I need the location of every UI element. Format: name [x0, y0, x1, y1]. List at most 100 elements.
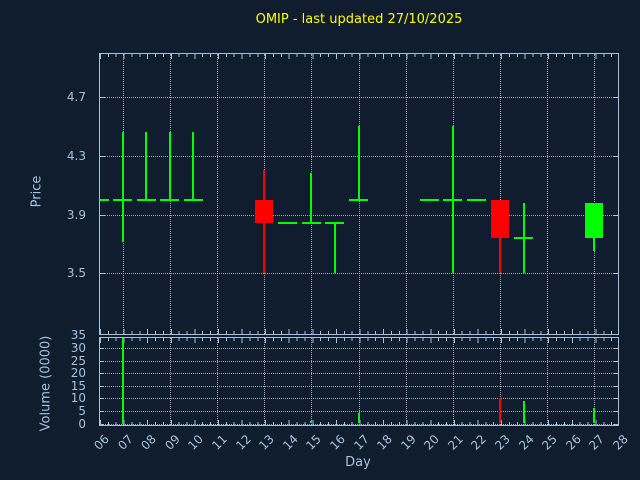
day-gridline — [500, 338, 502, 425]
candle-wick-day-10 — [192, 132, 195, 200]
chart-title: OMIP - last updated 27/10/2025 — [255, 12, 463, 27]
volume-tick — [614, 423, 618, 425]
day-tick-label: 23 — [492, 432, 513, 453]
day-tick-label: 20 — [421, 432, 443, 453]
candle-wick-day-16 — [333, 223, 336, 274]
volume-panel — [99, 337, 619, 426]
volume-tick — [100, 423, 104, 425]
day-tick-label: 11 — [209, 432, 230, 453]
volume-tick-label: 5 — [78, 403, 86, 418]
volume-tick — [100, 347, 104, 349]
day-axis-label: Day — [345, 455, 371, 470]
day-tick-label: 27 — [586, 432, 608, 453]
candle-day-16 — [325, 222, 345, 225]
day-tick-label: 06 — [91, 432, 112, 453]
price-tick — [613, 155, 618, 157]
candle-day-20 — [419, 198, 439, 201]
candle-day-6 — [100, 198, 109, 201]
day-tick-label: 21 — [445, 432, 466, 453]
volume-tick — [614, 373, 618, 375]
volume-tick — [614, 410, 618, 412]
volume-tick — [100, 360, 104, 362]
volume-tick-label: 10 — [70, 391, 86, 406]
x-major-ticks — [100, 54, 618, 59]
volume-tick — [614, 360, 618, 362]
candle-wick-day-17 — [357, 126, 360, 200]
day-gridline — [594, 54, 596, 334]
day-tick-label: 14 — [279, 432, 301, 453]
volume-bar-day-17 — [357, 413, 360, 424]
price-panel — [99, 53, 619, 335]
volume-bar-day-24 — [522, 400, 525, 424]
price-tick — [100, 214, 105, 216]
day-tick-label: 24 — [515, 432, 537, 453]
price-tick-label: 3.9 — [66, 207, 86, 222]
volume-bar-day-27 — [593, 408, 596, 424]
candle-wick-day-7 — [121, 132, 124, 243]
day-tick-label: 25 — [539, 432, 561, 453]
day-tick-label: 13 — [256, 432, 278, 453]
volume-tick-label: 15 — [70, 378, 86, 393]
candle-day-24 — [514, 236, 534, 239]
volume-tick — [100, 385, 104, 387]
day-gridline — [547, 338, 549, 425]
day-gridline — [452, 338, 454, 425]
volume-bar-day-7 — [121, 338, 124, 424]
candle-day-13 — [255, 199, 274, 224]
day-tick-label: 28 — [610, 432, 631, 453]
x-major-ticks — [100, 338, 618, 343]
candle-wick-day-9 — [168, 132, 171, 200]
price-axis-label: Price — [29, 175, 45, 208]
day-tick-label: 10 — [185, 432, 207, 453]
volume-tick-label: 0 — [78, 416, 86, 431]
volume-tick — [614, 385, 618, 387]
day-tick-label: 26 — [563, 432, 584, 453]
day-gridline — [264, 338, 266, 425]
day-gridline — [311, 338, 313, 425]
candle-day-9 — [160, 198, 180, 201]
price-tick — [100, 97, 105, 99]
candle-day-23 — [491, 199, 510, 238]
candle-day-10 — [183, 198, 203, 201]
price-tick — [613, 97, 618, 99]
day-gridline — [216, 338, 218, 425]
candle-day-15 — [301, 222, 321, 225]
volume-tick-label: 30 — [70, 340, 86, 355]
day-tick-label: 12 — [232, 432, 254, 453]
volume-tick-label: 35 — [70, 328, 86, 343]
day-gridline — [358, 338, 360, 425]
x-major-ticks — [100, 329, 618, 334]
price-tick-label: 3.5 — [66, 266, 86, 281]
day-gridline — [547, 54, 549, 334]
day-gridline — [169, 338, 171, 425]
candle-day-14 — [278, 222, 298, 225]
day-tick-label: 22 — [468, 432, 490, 453]
price-tick-label: 4.7 — [66, 90, 86, 105]
day-gridline — [594, 338, 596, 425]
price-tick — [100, 273, 105, 275]
volume-tick-label: 20 — [70, 366, 86, 381]
candle-day-7 — [113, 198, 133, 201]
candle-wick-day-15 — [310, 173, 313, 224]
day-tick-label: 09 — [161, 432, 183, 453]
day-gridline — [405, 338, 407, 425]
candle-day-27 — [585, 202, 604, 238]
price-tick — [100, 155, 105, 157]
day-gridline — [500, 54, 502, 334]
candle-day-22 — [466, 198, 486, 201]
volume-tick — [614, 398, 618, 400]
day-gridline — [216, 54, 218, 334]
candle-day-8 — [136, 198, 156, 201]
volume-bar-day-23 — [499, 398, 502, 424]
volume-tick-label: 25 — [70, 353, 86, 368]
candle-day-17 — [349, 198, 368, 201]
volume-tick — [614, 347, 618, 349]
volume-tick — [100, 398, 104, 400]
volume-bar-day-15 — [310, 420, 313, 424]
volume-tick — [100, 410, 104, 412]
volume-tick — [100, 373, 104, 375]
price-tick — [613, 273, 618, 275]
price-tick — [613, 214, 618, 216]
day-tick-label: 07 — [114, 432, 136, 453]
